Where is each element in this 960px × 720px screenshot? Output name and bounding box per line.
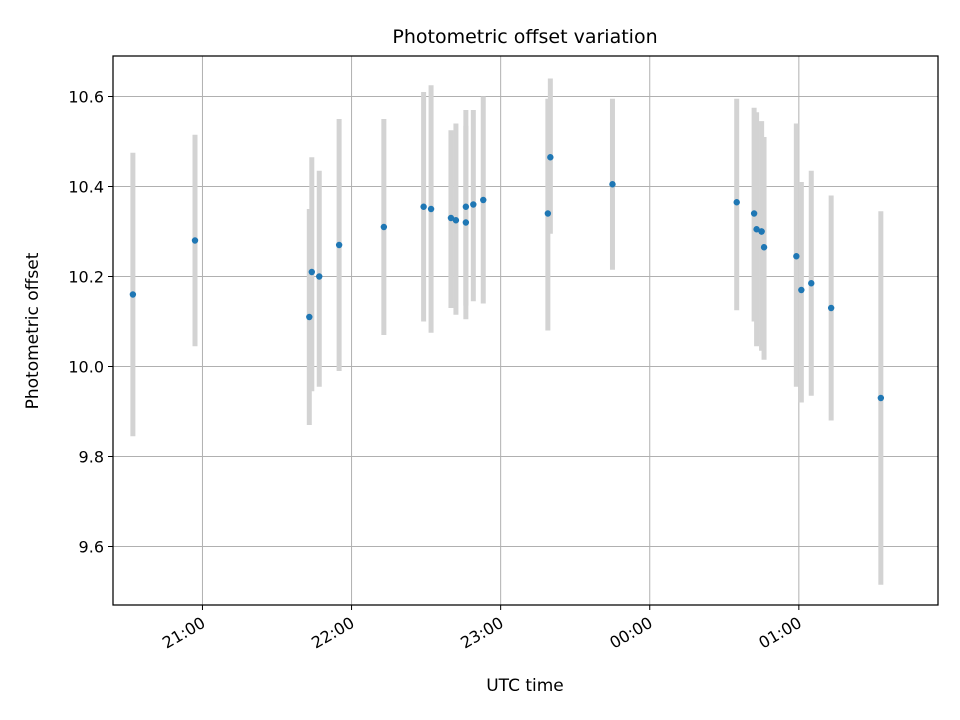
y-tick-label: 10.0 xyxy=(68,358,104,377)
data-point xyxy=(380,223,388,231)
data-point xyxy=(750,210,758,217)
data-point xyxy=(462,203,470,210)
data-point xyxy=(753,226,760,233)
data-point xyxy=(733,199,740,206)
y-tick-label: 9.6 xyxy=(79,538,104,557)
data-point xyxy=(420,203,427,210)
data-point xyxy=(758,228,765,235)
data-point xyxy=(547,154,554,161)
data-point xyxy=(470,201,477,208)
data-point xyxy=(609,181,616,188)
x-axis-label: UTC time xyxy=(486,676,564,696)
data-point xyxy=(480,196,487,204)
y-tick-label: 10.4 xyxy=(68,178,104,197)
data-point xyxy=(827,304,835,312)
plot-frame xyxy=(112,55,939,606)
data-point xyxy=(808,280,815,287)
y-tick-label: 10.2 xyxy=(68,268,104,287)
data-point xyxy=(462,219,470,226)
y-tick-label: 9.8 xyxy=(79,448,104,467)
data-point xyxy=(798,286,805,294)
data-point xyxy=(877,394,885,402)
y-tick-label: 10.6 xyxy=(68,88,104,107)
data-point xyxy=(452,217,460,224)
data-point xyxy=(544,210,552,217)
data-point xyxy=(760,244,768,251)
data-points xyxy=(129,154,885,402)
y-axis-ticks: 9.6 9.8 10.0 10.2 10.4 10.6 xyxy=(68,88,113,557)
y-axis-label: Photometric offset xyxy=(23,252,43,409)
data-point xyxy=(316,273,323,280)
chart-title: Photometric offset variation xyxy=(392,26,657,48)
data-point xyxy=(308,268,315,276)
data-point xyxy=(129,291,137,298)
data-point xyxy=(306,313,313,321)
data-point xyxy=(447,214,455,222)
data-point xyxy=(335,241,343,249)
data-point xyxy=(793,253,800,260)
data-point xyxy=(427,205,435,213)
data-point xyxy=(191,237,199,244)
